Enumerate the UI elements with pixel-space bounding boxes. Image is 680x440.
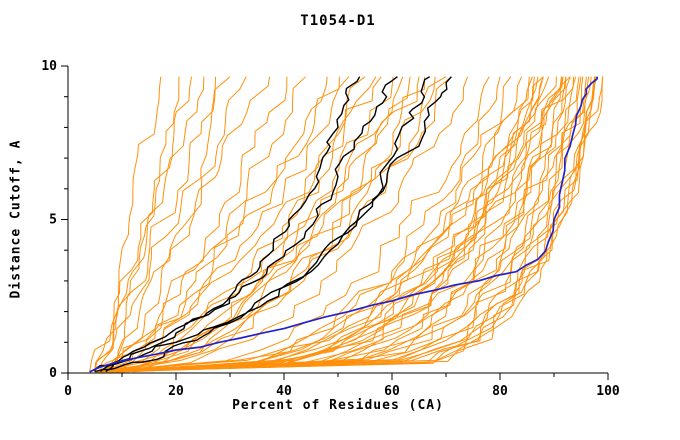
axes [61, 65, 609, 380]
svg-text:40: 40 [276, 384, 292, 399]
svg-text:0: 0 [64, 384, 72, 399]
chart-title: T1054-D1 [300, 13, 376, 29]
svg-text:80: 80 [492, 384, 508, 399]
svg-text:60: 60 [384, 384, 400, 399]
highlight-curves [94, 76, 452, 373]
svg-text:20: 20 [168, 384, 184, 399]
svg-text:100: 100 [596, 384, 620, 399]
svg-text:10: 10 [41, 59, 57, 74]
svg-text:5: 5 [49, 213, 57, 228]
best-model-curve [89, 76, 599, 373]
ensemble-curves [89, 76, 604, 373]
svg-text:0: 0 [49, 366, 57, 381]
x-axis-label: Percent of Residues (CA) [232, 398, 444, 413]
